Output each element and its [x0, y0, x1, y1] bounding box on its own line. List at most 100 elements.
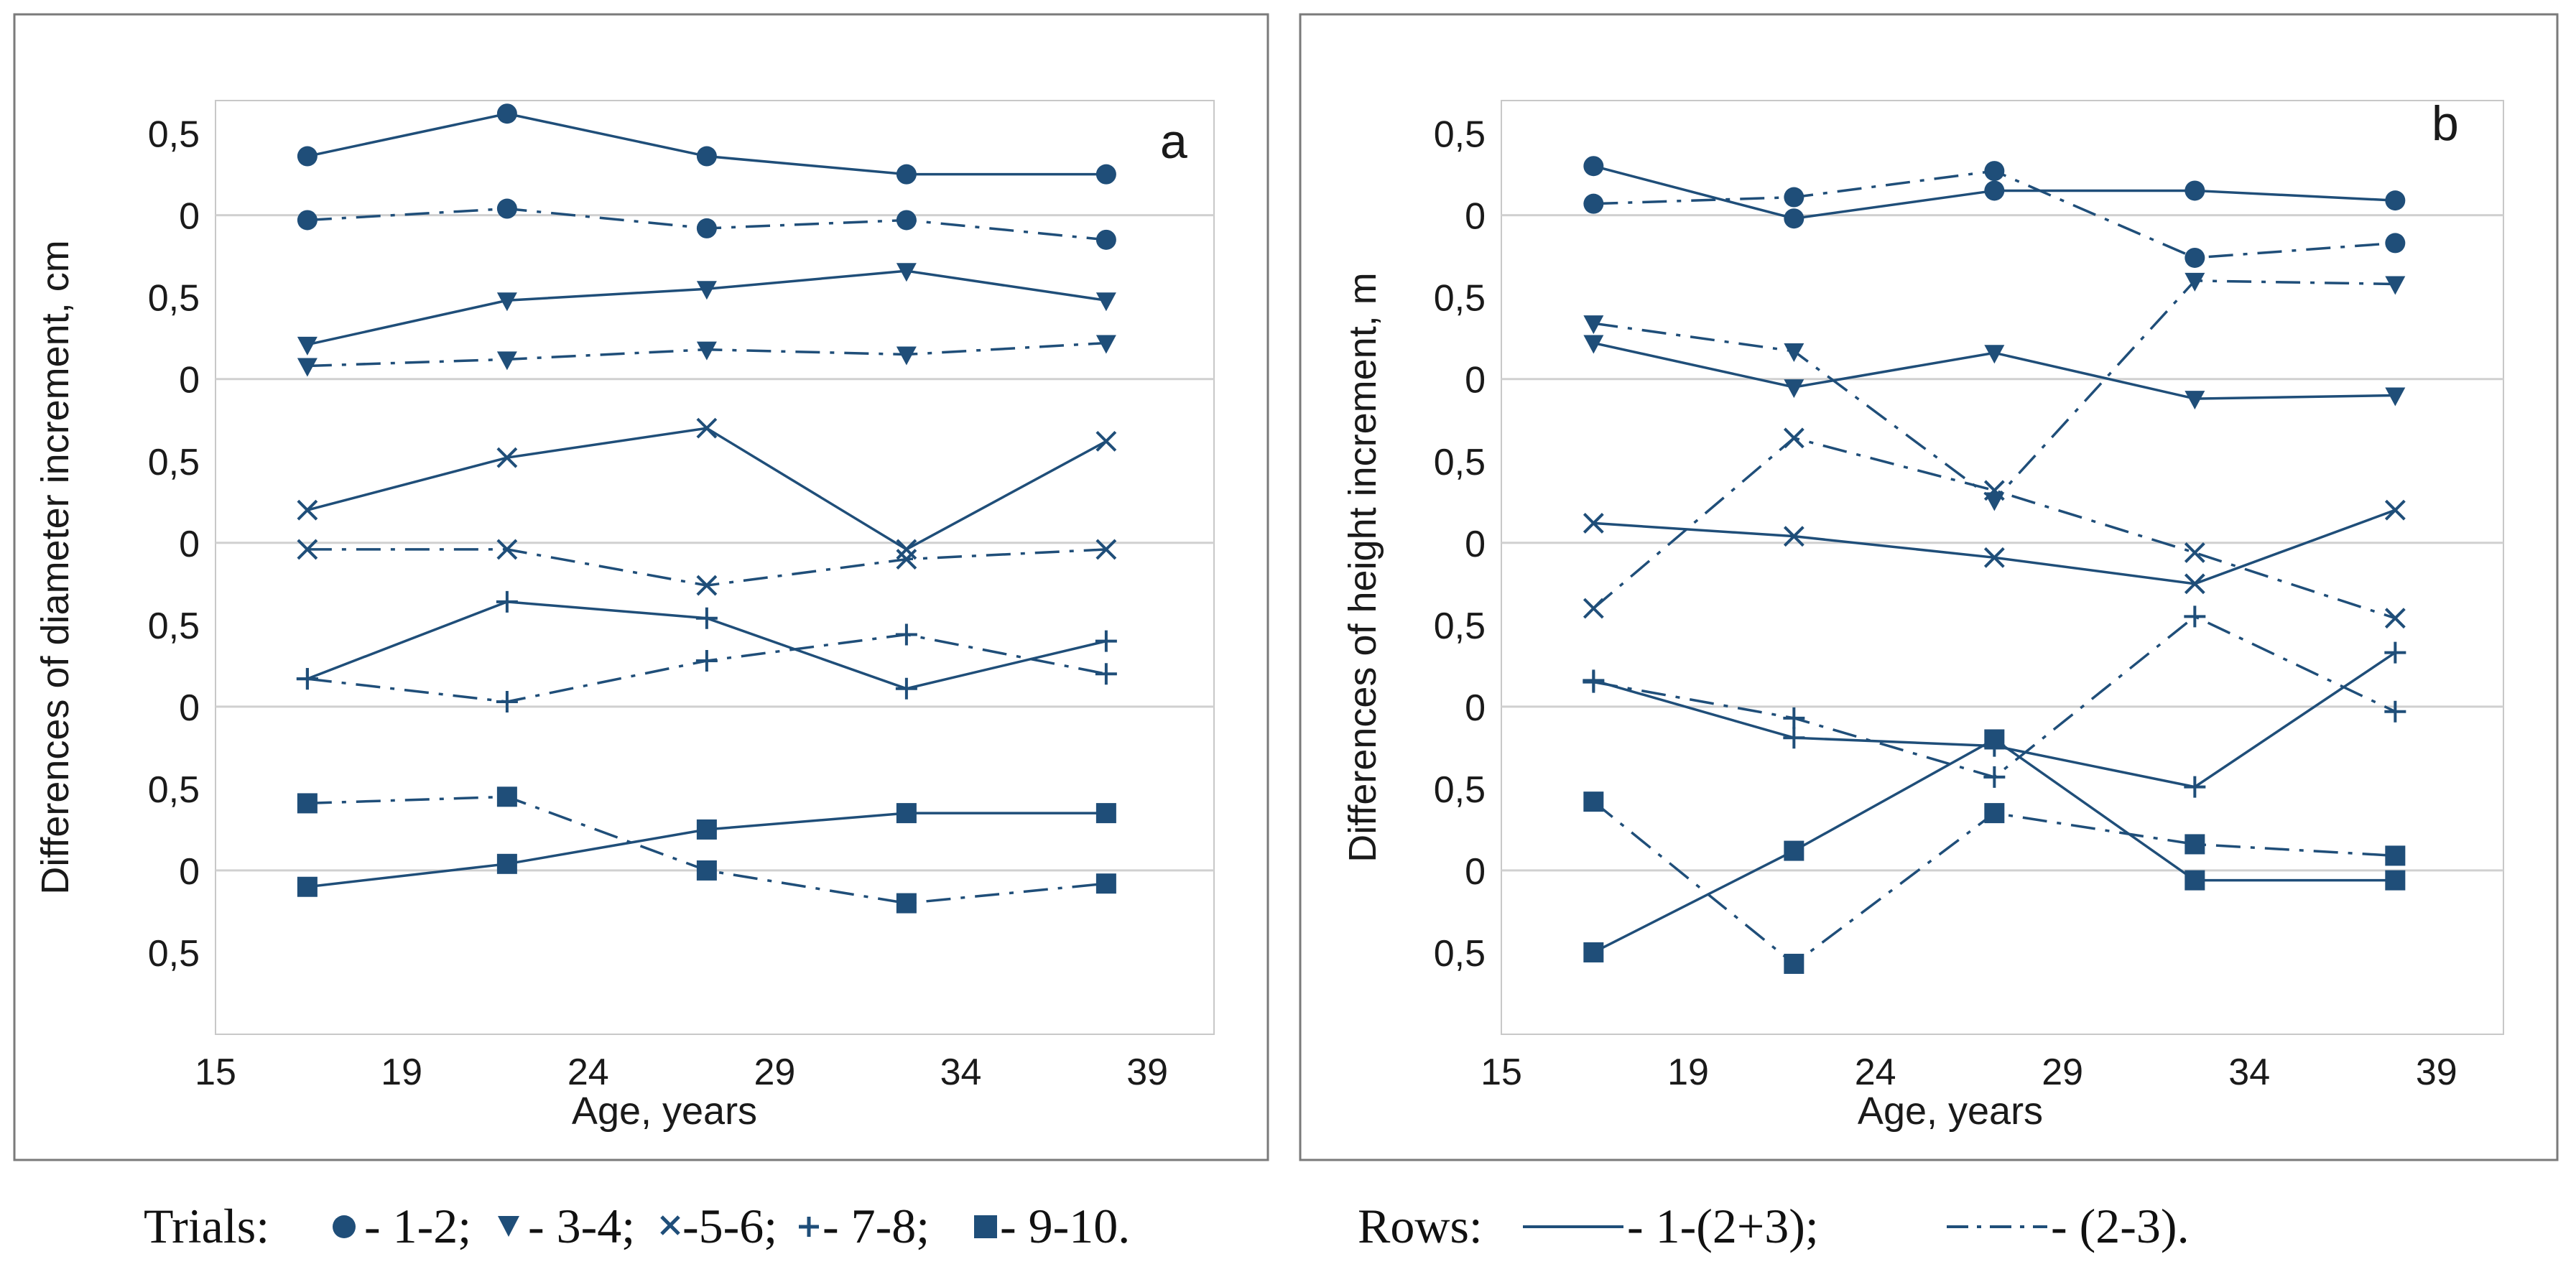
panel-a-data-point-circle [496, 198, 517, 219]
legend-square-marker [974, 1215, 997, 1238]
panel-a-data-point-square [297, 793, 318, 814]
panel-b-data-point-plus [2184, 776, 2206, 798]
panel-b-data-point-circle [1984, 180, 2005, 201]
panel-a-data-point-x [1095, 539, 1117, 560]
panel-a-data-point-circle [696, 218, 717, 238]
panel-b-plot-area [1501, 100, 2504, 1035]
panel-a-data-point-circle [1095, 229, 1116, 250]
panel-b-y-tick-label: 0 [1465, 524, 1486, 565]
panel-a-data-point-triangle [297, 358, 318, 377]
panel-a-data-point-triangle [496, 292, 517, 312]
panel-b-series-square-dashdot [1583, 791, 2406, 974]
panel-b-data-point-plus [2384, 641, 2406, 664]
panel-a-y-tick-label: 0,5 [148, 605, 200, 647]
panel-a-data-point-triangle [896, 346, 917, 366]
panel-a-data-point-plus [695, 607, 718, 629]
panel-a-data-point-x [297, 499, 318, 521]
panel-a-y-ticks: 0,5 0 0,5 0 0,5 0 0,5 0 0,5 0 0,5 [148, 114, 200, 975]
panel-b-data-point-x [2184, 542, 2205, 563]
legend-trial-5-6: -5-6; [682, 1199, 777, 1253]
legend-circle-marker [333, 1215, 356, 1238]
panel-a-x-tick-label: 34 [940, 1052, 982, 1093]
panel-b-data-point-x [1583, 598, 1604, 619]
panel-b-y-tick-label: 0 [1465, 196, 1486, 238]
panel-a-data-point-triangle [297, 336, 318, 356]
panel-a-x-ticks: 15 19 24 29 34 39 [195, 1052, 1168, 1093]
panel-a-data-point-square [1095, 873, 1116, 894]
panel-a-data-point-circle [297, 146, 318, 167]
panel-a-data-point-square [496, 786, 517, 807]
panel-b-x-tick-label: 19 [1667, 1052, 1709, 1093]
panel-b-data-point-triangle [2385, 387, 2406, 407]
panel-a-data-point-triangle [696, 341, 717, 361]
legend-trials-label: Trials: [144, 1199, 269, 1253]
panel-b-y-tick-label: 0,5 [1434, 442, 1486, 483]
panel-b-data-point-triangle [2184, 391, 2205, 410]
panel-b-series-triangle-solid [1583, 335, 2406, 410]
panel-b-data-point-square [2385, 870, 2406, 891]
legend-row-1-2-3: - 1-(2+3); [1627, 1199, 1819, 1253]
panel-b-letter: b [2432, 96, 2459, 151]
panel-a-series-x-dashdot [297, 539, 1117, 596]
panel-b-data-point-square [1583, 942, 1604, 962]
panel-a-data-point-circle [896, 210, 917, 231]
panel-b-frame [1299, 13, 2559, 1161]
panel-a-series-circle-dashdot [297, 198, 1116, 250]
panel-b-y-tick-label: 0,5 [1434, 933, 1486, 975]
panel-a-series-plus-dashdot [296, 623, 1117, 713]
panel-b-data-point-triangle [2385, 276, 2406, 295]
panel-a-data-point-plus [895, 623, 917, 646]
panel-b-data-point-circle [1984, 161, 2005, 182]
legend: Trials: - 1-2; - 3-4; -5-6; - 7-8; - 9-1… [144, 1199, 2190, 1253]
panel-b-data-point-plus [1783, 727, 1805, 749]
panel-b-data-point-x [1783, 526, 1804, 547]
panel-a-data-point-circle [1095, 164, 1116, 185]
panel-b-series-x-solid [1583, 499, 2406, 595]
panel-a-y-tick-label: 0 [179, 851, 200, 893]
panel-b-data-point-square [1784, 840, 1804, 861]
panel-b-xlabel: Age, years [1858, 1090, 2043, 1133]
panel-a-y-tick-label: 0 [179, 524, 200, 565]
panel-b-data-point-x [1983, 480, 2005, 501]
panel-b-data-point-square [1984, 803, 2005, 824]
panel-a-series-square-dashdot [297, 786, 1116, 914]
panel-a-data-point-square [496, 853, 517, 874]
panel-a-frame [13, 13, 1269, 1161]
panel-a-data-point-square [696, 860, 717, 881]
panel-a-data-point-x [297, 539, 318, 560]
panel-b-data-point-square [2385, 845, 2406, 866]
panel-b-y-tick-label: 0 [1465, 360, 1486, 401]
panel-a-y-tick-label: 0,5 [148, 278, 200, 320]
panel-b-data-point-square [1583, 791, 1604, 812]
panel-a-y-tick-label: 0,5 [148, 114, 200, 156]
panel-a-letter: a [1160, 114, 1187, 169]
legend-trial-3-4: - 3-4; [528, 1199, 635, 1253]
panel-b-data-point-circle [2184, 247, 2205, 268]
panel-a-data-point-x [696, 417, 718, 439]
panel-a-series-triangle-solid [297, 263, 1116, 356]
panel-b-data-point-triangle [1583, 335, 1604, 354]
panel-a-data-point-x [896, 539, 917, 560]
panel-b-data-point-triangle [1984, 345, 2005, 364]
panel-b-y-tick-label: 0,5 [1434, 769, 1486, 811]
panel-a-x-tick-label: 19 [381, 1052, 422, 1093]
panel-a-data-point-plus [496, 691, 518, 713]
panel-a-x-tick-label: 29 [754, 1052, 795, 1093]
panel-a-data-point-x [496, 539, 518, 560]
panel-b-series-circle-solid [1583, 156, 2406, 229]
panel-a-data-point-circle [696, 146, 717, 167]
panel-b-series [1583, 156, 2406, 974]
panel-a-gridlines [216, 214, 1214, 872]
panel-a-data-point-square [896, 803, 917, 824]
panel-a-x-tick-label: 24 [567, 1052, 609, 1093]
panel-b-x-tick-label: 34 [2228, 1052, 2270, 1093]
panel-b-x-ticks: 15 19 24 29 34 39 [1481, 1052, 2457, 1093]
panel-b-data-point-triangle [2184, 272, 2205, 292]
legend-trial-7-8: - 7-8; [823, 1199, 930, 1253]
panel-b-data-point-circle [1784, 187, 1804, 208]
panel-a-data-point-plus [1095, 630, 1117, 652]
panel-b-data-point-plus [1583, 671, 1605, 693]
panel-a-x-tick-label: 15 [195, 1052, 236, 1093]
panel-b-y-tick-label: 0,5 [1434, 114, 1486, 156]
